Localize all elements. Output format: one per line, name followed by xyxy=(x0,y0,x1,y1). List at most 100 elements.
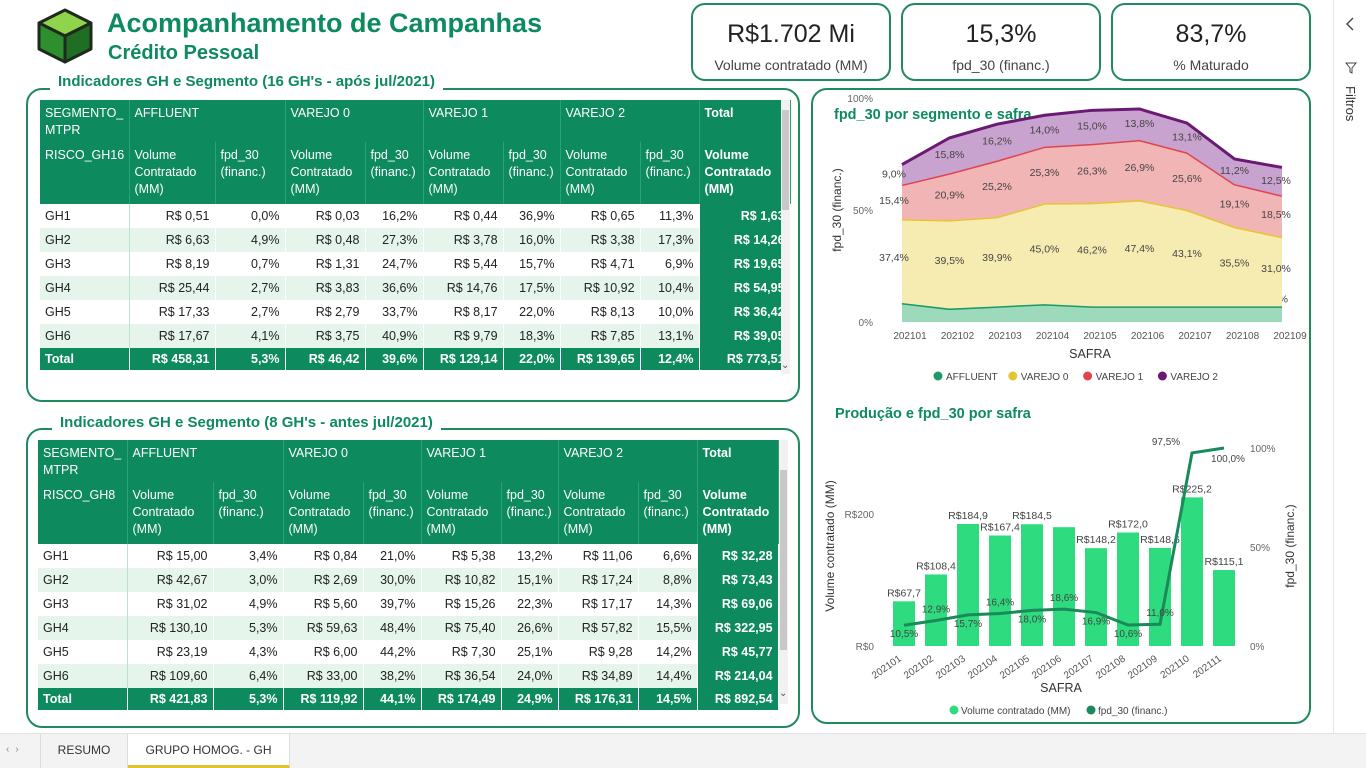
sub-header-fpd[interactable]: fpd_30 (financ.) xyxy=(365,142,424,204)
table-row[interactable]: GH1 R$ 0,51 0,0% R$ 0,03 16,2% R$ 0,44 36,9% R$… xyxy=(40,204,791,228)
segment-header[interactable]: VAREJO 0 xyxy=(285,100,424,142)
cell-volume: R$ 36,54 xyxy=(421,664,502,688)
cell-fpd: 16,0% xyxy=(503,228,561,252)
kpi-card-volume[interactable]: R$1.702 Mi Volume contratado (MM) xyxy=(691,3,891,81)
sub-header-volume[interactable]: Volume Contratado (MM) xyxy=(283,482,364,544)
cell-volume: R$ 3,38 xyxy=(560,228,641,252)
bar xyxy=(893,601,915,646)
segment-header[interactable]: VAREJO 2 xyxy=(558,440,698,482)
sub-header-volume[interactable]: Volume Contratado (MM) xyxy=(558,482,639,544)
total-header[interactable]: Total xyxy=(697,440,779,482)
cell-fpd: 48,4% xyxy=(363,616,422,640)
segment-header[interactable]: VAREJO 2 xyxy=(560,100,700,142)
cell-fpd: 26,6% xyxy=(501,616,559,640)
row-label: GH2 xyxy=(40,228,130,252)
filters-pane[interactable]: Filtros xyxy=(1333,0,1366,733)
cell-fpd: 0,7% xyxy=(215,252,286,276)
sub-header-fpd[interactable]: fpd_30 (financ.) xyxy=(503,142,561,204)
cell-volume: R$ 0,51 xyxy=(129,204,216,228)
segment-header[interactable]: VAREJO 0 xyxy=(283,440,422,482)
segment-header[interactable]: AFFLUENT xyxy=(129,100,286,142)
tab-grupo-homog-gh[interactable]: GRUPO HOMOG. - GH xyxy=(128,734,290,768)
x-tick-label: 202108 xyxy=(1094,653,1128,681)
sub-header-fpd[interactable]: fpd_30 (financ.) xyxy=(638,482,698,544)
area-varejo-2 xyxy=(902,108,1282,196)
table-row[interactable]: GH6 R$ 109,60 6,4% R$ 33,00 38,2% R$ 36,54 24,… xyxy=(38,664,779,688)
sub-header-fpd[interactable]: fpd_30 (financ.) xyxy=(215,142,286,204)
table-scrollbar[interactable] xyxy=(781,100,790,374)
sub-header-fpd[interactable]: fpd_30 (financ.) xyxy=(213,482,284,544)
filter-icon[interactable] xyxy=(1345,62,1357,74)
cell-volume: R$ 15,00 xyxy=(127,544,214,568)
segment-header[interactable]: VAREJO 1 xyxy=(423,100,561,142)
sub-header-volume[interactable]: Volume Contratado (MM) xyxy=(423,142,504,204)
sub-header-volume[interactable]: Volume Contratado (MM) xyxy=(699,142,791,204)
total-header[interactable]: Total xyxy=(699,100,791,142)
cell-fpd: 6,6% xyxy=(638,544,698,568)
row-label: GH3 xyxy=(40,252,130,276)
total-volume: R$ 119,92 xyxy=(283,688,364,710)
cell-fpd: 27,3% xyxy=(365,228,424,252)
kpi-card-maturado[interactable]: 83,7% % Maturado xyxy=(1111,3,1311,81)
scroll-down-icon[interactable]: ⌄ xyxy=(779,688,788,699)
table-row[interactable]: GH5 R$ 17,33 2,7% R$ 2,79 33,7% R$ 8,17 22,0% R… xyxy=(40,300,791,324)
table-row[interactable]: GH1 R$ 15,00 3,4% R$ 0,84 21,0% R$ 5,38 13,2% R… xyxy=(38,544,779,568)
cell-volume: R$ 31,02 xyxy=(127,592,214,616)
y2-tick-label: 0% xyxy=(1250,642,1265,653)
sub-header-volume[interactable]: Volume Contratado (MM) xyxy=(285,142,366,204)
kpi-card-fpd[interactable]: 15,3% fpd_30 (financ.) xyxy=(901,3,1101,81)
cell-volume: R$ 8,17 xyxy=(423,300,504,324)
cell-fpd: 38,2% xyxy=(363,664,422,688)
tab-nav-arrows-icon[interactable]: ‹› xyxy=(6,744,25,755)
sub-header-volume[interactable]: Volume Contratado (MM) xyxy=(127,482,214,544)
table-row[interactable]: GH4 R$ 130,10 5,3% R$ 59,63 48,4% R$ 75,40 26,… xyxy=(38,616,779,640)
filters-label[interactable]: Filtros xyxy=(1343,86,1358,122)
bar-data-label: R$184,9 xyxy=(948,510,988,522)
table-row[interactable]: GH6 R$ 17,67 4,1% R$ 3,75 40,9% R$ 9,79 18,3% R… xyxy=(40,324,791,348)
total-fpd: 5,3% xyxy=(215,348,286,370)
total-volume: R$ 176,31 xyxy=(558,688,639,710)
cell-total: R$ 69,06 xyxy=(697,592,779,616)
table-row[interactable]: GH4 R$ 25,44 2,7% R$ 3,83 36,6% R$ 14,76 17,5%… xyxy=(40,276,791,300)
cell-total: R$ 73,43 xyxy=(697,568,779,592)
row-header: RISCO_GH16 xyxy=(40,142,130,204)
table-row[interactable]: GH2 R$ 6,63 4,9% R$ 0,48 27,3% R$ 3,78 16,0% R$… xyxy=(40,228,791,252)
cell-fpd: 36,6% xyxy=(365,276,424,300)
sub-header-volume[interactable]: Volume Contratado (MM) xyxy=(129,142,216,204)
segment-header[interactable]: VAREJO 1 xyxy=(421,440,559,482)
combo-chart[interactable]: R$0R$2000%50%100%R$67,7R$108,4R$184,9R$1… xyxy=(818,428,1308,723)
cell-fpd: 36,9% xyxy=(503,204,561,228)
cell-volume: R$ 17,67 xyxy=(129,324,216,348)
legend-marker xyxy=(949,705,959,715)
cell-volume: R$ 7,30 xyxy=(421,640,502,664)
bar-data-label: R$172,0 xyxy=(1108,518,1148,530)
sub-header-fpd[interactable]: fpd_30 (financ.) xyxy=(640,142,700,204)
scroll-down-icon[interactable]: ⌄ xyxy=(781,360,790,371)
data-label: 43,1% xyxy=(1172,248,1202,260)
scrollbar-thumb[interactable] xyxy=(782,110,789,210)
sub-header-volume[interactable]: Volume Contratado (MM) xyxy=(560,142,641,204)
area-chart[interactable]: 0%50%100%7,0%37,4%39,5%39,9%45,0%46,2%47… xyxy=(820,90,1308,390)
table-row[interactable]: GH5 R$ 23,19 4,3% R$ 6,00 44,2% R$ 7,30 25,1% R… xyxy=(38,640,779,664)
x-tick-label: 202102 xyxy=(941,331,975,342)
kpi-value: 83,7% xyxy=(1175,20,1247,48)
segment-header[interactable]: AFFLUENT xyxy=(127,440,284,482)
chevron-left-icon[interactable] xyxy=(1345,17,1355,31)
table-row[interactable]: GH3 R$ 8,19 0,7% R$ 1,31 24,7% R$ 5,44 15,7% R$… xyxy=(40,252,791,276)
table-row[interactable]: GH3 R$ 31,02 4,9% R$ 5,60 39,7% R$ 15,26 22,3%… xyxy=(38,592,779,616)
tab-resumo[interactable]: RESUMO xyxy=(40,734,128,768)
cell-volume: R$ 75,40 xyxy=(421,616,502,640)
sub-header-volume[interactable]: Volume Contratado (MM) xyxy=(421,482,502,544)
sub-header-fpd[interactable]: fpd_30 (financ.) xyxy=(501,482,559,544)
sub-header-volume[interactable]: Volume Contratado (MM) xyxy=(697,482,779,544)
table-row[interactable]: GH2 R$ 42,67 3,0% R$ 2,69 30,0% R$ 10,82 15,1%… xyxy=(38,568,779,592)
line-data-label: 18,0% xyxy=(1018,614,1046,625)
y-tick-label: R$0 xyxy=(856,642,875,653)
cell-volume: R$ 33,00 xyxy=(283,664,364,688)
series-line-varejo-2 xyxy=(901,107,1283,169)
table-scrollbar[interactable] xyxy=(779,440,788,704)
sub-header-fpd[interactable]: fpd_30 (financ.) xyxy=(363,482,422,544)
scrollbar-thumb[interactable] xyxy=(780,470,787,650)
cell-fpd: 6,9% xyxy=(640,252,700,276)
cell-volume: R$ 8,13 xyxy=(560,300,641,324)
